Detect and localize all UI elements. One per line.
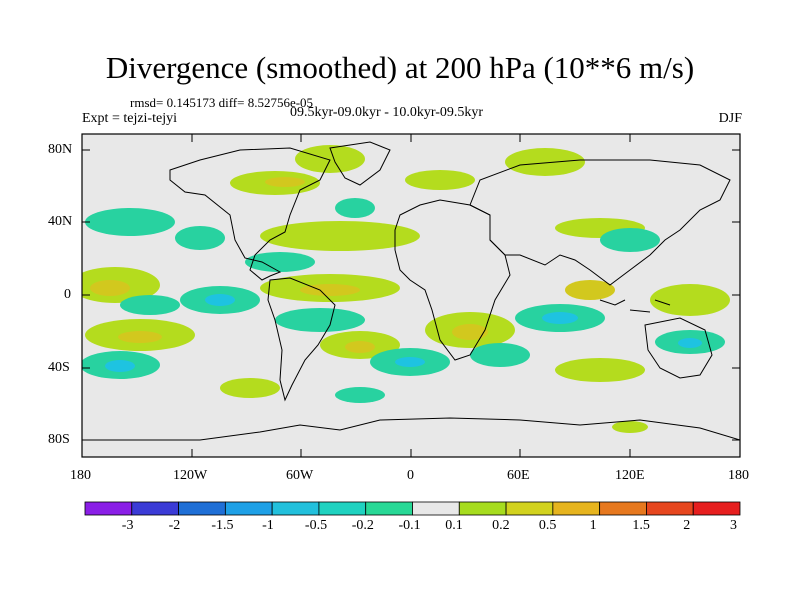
anomaly-field <box>82 145 730 433</box>
x-tick-label: 60W <box>286 468 314 483</box>
anomaly-core <box>105 360 135 372</box>
colorbar-swatch <box>646 501 694 516</box>
colorbar-tick-label: -1.5 <box>211 518 234 533</box>
coastline-asia <box>469 159 731 286</box>
x-tick-label: 120W <box>173 468 208 483</box>
coastline-antarctica <box>82 417 740 441</box>
colorbar-swatch <box>318 501 367 516</box>
anomaly-core <box>205 294 235 306</box>
colorbar-swatch <box>692 501 741 516</box>
anomaly-blob <box>85 208 175 236</box>
anomaly-blob <box>650 284 730 316</box>
colorbar-tick-label: 2 <box>683 518 691 533</box>
colorbar-tick-label: 1 <box>589 518 597 533</box>
anomaly-blob <box>260 221 420 251</box>
y-tick-label: 40S <box>48 360 70 375</box>
colorbar-swatch <box>224 501 273 516</box>
coastline-indonesia <box>599 299 671 313</box>
season-label: DJF <box>718 111 742 126</box>
colorbar-tick-label: 1.5 <box>632 518 650 533</box>
colorbar-tick-label: -2 <box>168 518 181 533</box>
stats-label: rmsd= 0.145173 diff= 8.52756e-05 <box>130 95 314 110</box>
coastline-australia <box>644 317 713 379</box>
colorbar-swatch <box>178 501 226 516</box>
anomaly-blob <box>245 252 315 272</box>
anomaly-core <box>345 341 375 353</box>
anomaly-blob <box>175 226 225 250</box>
anomaly-blob <box>405 170 475 190</box>
colorbar-tick-label: 3 <box>730 518 737 533</box>
y-tick-label: 80N <box>48 142 73 157</box>
anomaly-blob <box>275 308 365 332</box>
anomaly-core <box>542 312 578 324</box>
anomaly-blob <box>335 387 385 403</box>
anomaly-blob <box>220 378 280 398</box>
colorbar-tick-label: -0.1 <box>398 518 421 533</box>
colorbar-tick-label: -0.2 <box>351 518 374 533</box>
x-tick-label: 0 <box>407 468 414 483</box>
anomaly-blob <box>505 148 585 176</box>
y-tick-label: 80S <box>48 432 70 447</box>
anomaly-core <box>118 331 162 343</box>
x-tick-label: 120E <box>615 468 645 483</box>
y-tick-label: 40N <box>48 214 73 229</box>
colorbar-swatch <box>458 501 507 516</box>
anomaly-blob <box>470 343 530 367</box>
colorbar-tick-label: -3 <box>121 518 134 533</box>
colorbar-swatch <box>412 501 460 516</box>
colorbar-swatch <box>131 501 179 516</box>
coastline-europe-africa <box>394 199 511 361</box>
experiment-label: Expt = tejzi-tejyi <box>82 111 177 126</box>
coastline-north-america <box>169 147 331 281</box>
colorbar-swatch <box>365 501 413 516</box>
colorbar-swatch <box>505 501 554 516</box>
colorbar-tick-label: -0.5 <box>304 518 328 533</box>
colorbar-tick-label: 0.2 <box>492 518 510 533</box>
colorbar-tick-label: 0.1 <box>445 518 463 533</box>
anomaly-core <box>452 324 488 340</box>
coastline-greenland <box>329 141 391 186</box>
anomaly-blob <box>612 421 648 433</box>
x-tick-label: 180 <box>70 468 91 483</box>
axis-ticks <box>81 134 741 457</box>
anomaly-blob <box>120 295 180 315</box>
coastline-south-america <box>267 277 336 402</box>
anomaly-core <box>300 284 360 296</box>
x-tick-label: 180 <box>728 468 749 483</box>
colorbar-swatch <box>599 501 647 516</box>
colorbar-tick-label: 0.5 <box>538 518 557 533</box>
colorbar-swatch <box>84 501 133 516</box>
anomaly-blob <box>335 198 375 218</box>
anomaly-core <box>265 177 305 187</box>
colorbar-swatch <box>552 501 601 516</box>
coastlines <box>82 141 740 441</box>
anomaly-core <box>395 357 425 367</box>
anomaly-blob <box>555 358 645 382</box>
colorbar <box>84 501 741 516</box>
colorbar-swatch <box>271 501 320 516</box>
anomaly-core <box>565 280 615 300</box>
period-label: 09.5kyr-09.0kyr - 10.0kyr-09.5kyr <box>290 105 484 120</box>
x-tick-label: 60E <box>507 468 530 483</box>
anomaly-blob <box>295 145 365 173</box>
anomaly-blob <box>600 228 660 252</box>
map-title: Divergence (smoothed) at 200 hPa (10**6 … <box>105 50 695 85</box>
colorbar-tick-label: -1 <box>262 518 274 533</box>
anomaly-core <box>678 338 702 348</box>
y-tick-label: 0 <box>64 287 71 302</box>
anomaly-core <box>90 280 130 296</box>
